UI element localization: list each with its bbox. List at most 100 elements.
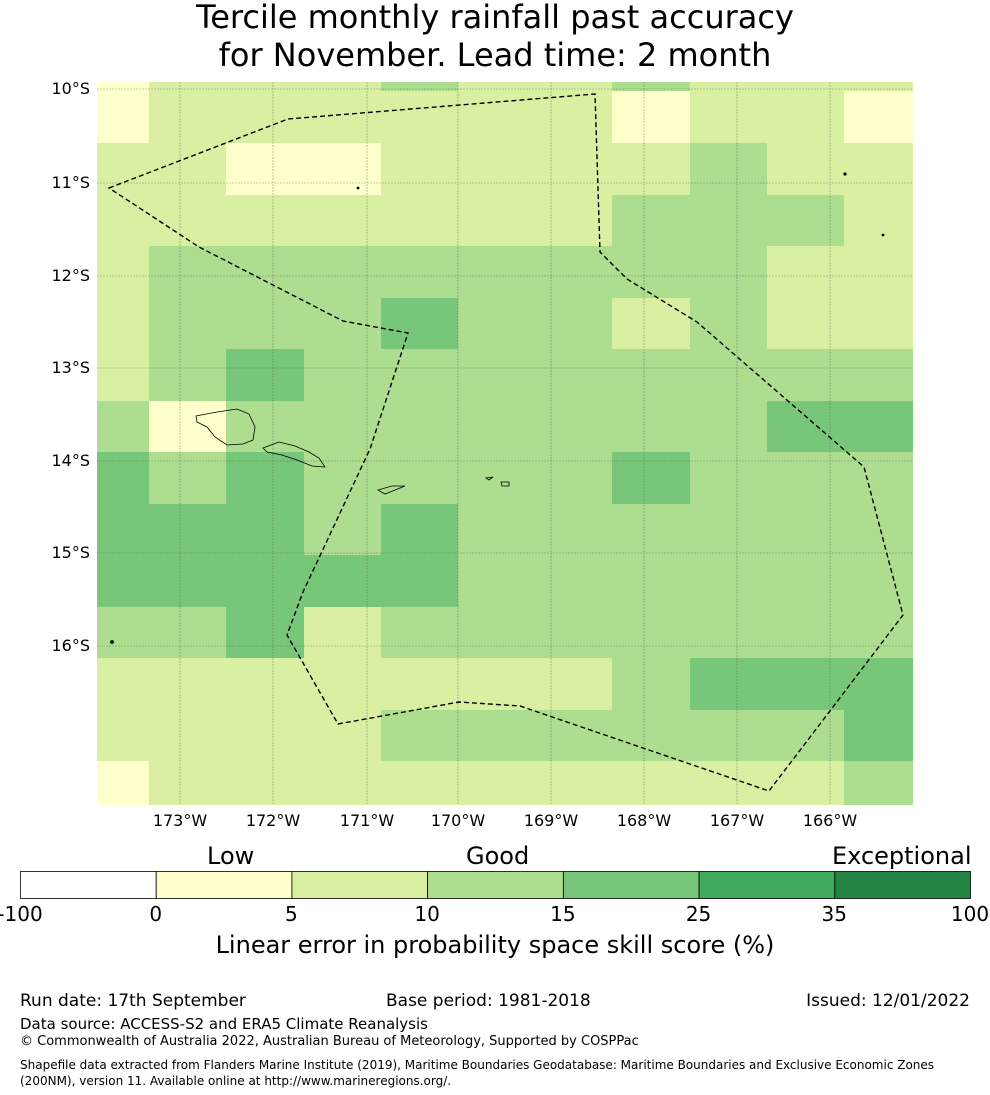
grid-cell — [381, 504, 458, 555]
grid-cell — [381, 607, 458, 658]
grid-cell — [226, 658, 304, 710]
grid-cell — [149, 195, 226, 246]
grid-cell — [844, 504, 913, 555]
grid-cell — [612, 143, 690, 195]
grid-cell — [458, 401, 535, 452]
grid-cell — [304, 246, 381, 298]
grid-cell — [535, 607, 612, 658]
grid-cell — [612, 761, 690, 805]
grid-cell — [381, 143, 458, 195]
grid-cell — [149, 143, 226, 195]
issued-date: Issued: 12/01/2022 — [806, 991, 970, 1011]
grid-cell — [612, 349, 690, 401]
grid-cell — [226, 143, 304, 195]
grid-cell — [690, 504, 767, 555]
grid-cell — [690, 658, 767, 710]
colorbar-segment — [427, 871, 564, 899]
grid-cell — [458, 658, 535, 710]
grid-cell — [304, 401, 381, 452]
grid-cell — [97, 91, 149, 143]
grid-cell — [767, 401, 844, 452]
grid-cell — [458, 195, 535, 246]
colorbar-label-exceptional: Exceptional — [832, 842, 972, 870]
grid-cell — [149, 298, 226, 349]
grid-cell — [612, 710, 690, 761]
grid-cell — [690, 91, 767, 143]
colorbar-segment — [834, 871, 971, 899]
lon-tick-label: 172°W — [245, 811, 301, 830]
grid-cell — [304, 298, 381, 349]
lon-tick-label: 167°W — [709, 811, 765, 830]
grid-cell — [381, 298, 458, 349]
chart-title-line1: Tercile monthly rainfall past accuracy — [196, 0, 794, 36]
lon-tick-label: 166°W — [802, 811, 858, 830]
grid-cell — [304, 607, 381, 658]
grid-cell — [458, 555, 535, 607]
grid-cell — [97, 504, 149, 555]
grid-cell — [690, 607, 767, 658]
grid-cell — [767, 761, 844, 805]
grid-cell — [690, 298, 767, 349]
grid-cell — [767, 143, 844, 195]
grid-cell — [149, 91, 226, 143]
copyright: © Commonwealth of Australia 2022, Austra… — [20, 1034, 639, 1049]
grid-cell — [304, 195, 381, 246]
grid-cell — [767, 349, 844, 401]
colorbar-label-low: Low — [207, 842, 255, 870]
colorbar-segment — [155, 871, 293, 899]
grid-cell — [381, 452, 458, 504]
grid-cell — [149, 246, 226, 298]
grid-cell — [381, 555, 458, 607]
grid-cell — [97, 143, 149, 195]
grid-cell — [535, 82, 612, 91]
run-date: Run date: 17th September — [20, 991, 246, 1011]
grid-cell — [535, 195, 612, 246]
grid-cell — [149, 504, 226, 555]
grid-cell — [304, 504, 381, 555]
grid-cell — [226, 91, 304, 143]
grid-cell — [535, 658, 612, 710]
lat-tick-label: 12°S — [51, 266, 90, 285]
grid-cell — [149, 401, 226, 452]
lon-tick-label: 173°W — [152, 811, 208, 830]
grid-cell — [304, 143, 381, 195]
grid-cell — [381, 246, 458, 298]
grid-cell — [690, 710, 767, 761]
grid-cell — [97, 82, 149, 91]
grid-cell — [767, 298, 844, 349]
grid-cell — [690, 349, 767, 401]
grid-cell — [690, 143, 767, 195]
grid-cell — [612, 195, 690, 246]
grid-cell — [304, 761, 381, 805]
grid-cell — [767, 452, 844, 504]
eez-boundary — [107, 93, 904, 792]
grid-cell — [381, 195, 458, 246]
grid-cell — [612, 246, 690, 298]
colorbar-segment — [562, 871, 700, 899]
grid-cell — [97, 401, 149, 452]
grid-cell — [304, 658, 381, 710]
colorbar-tick-label: 25 — [685, 902, 712, 926]
grid-cell — [97, 195, 149, 246]
colorbar-tick-label: 35 — [821, 902, 847, 926]
colorbar-segment — [20, 871, 157, 899]
grid-cell — [97, 761, 149, 805]
grid-cell — [535, 349, 612, 401]
grid-cell — [844, 658, 913, 710]
grid-cell — [535, 761, 612, 805]
grid-cell — [226, 452, 304, 504]
grid-cell — [844, 349, 913, 401]
grid-cell — [226, 349, 304, 401]
graticule — [97, 82, 913, 805]
grid-cell — [458, 452, 535, 504]
grid-cell — [97, 246, 149, 298]
grid-cell — [458, 143, 535, 195]
grid-cell — [535, 401, 612, 452]
grid-cell — [767, 710, 844, 761]
grid-cell — [304, 349, 381, 401]
grid-cell — [149, 607, 226, 658]
colorbar-tick-label: 10 — [414, 902, 440, 926]
grid-cell — [535, 555, 612, 607]
grid-cell — [97, 607, 149, 658]
grid-cell — [844, 195, 913, 246]
